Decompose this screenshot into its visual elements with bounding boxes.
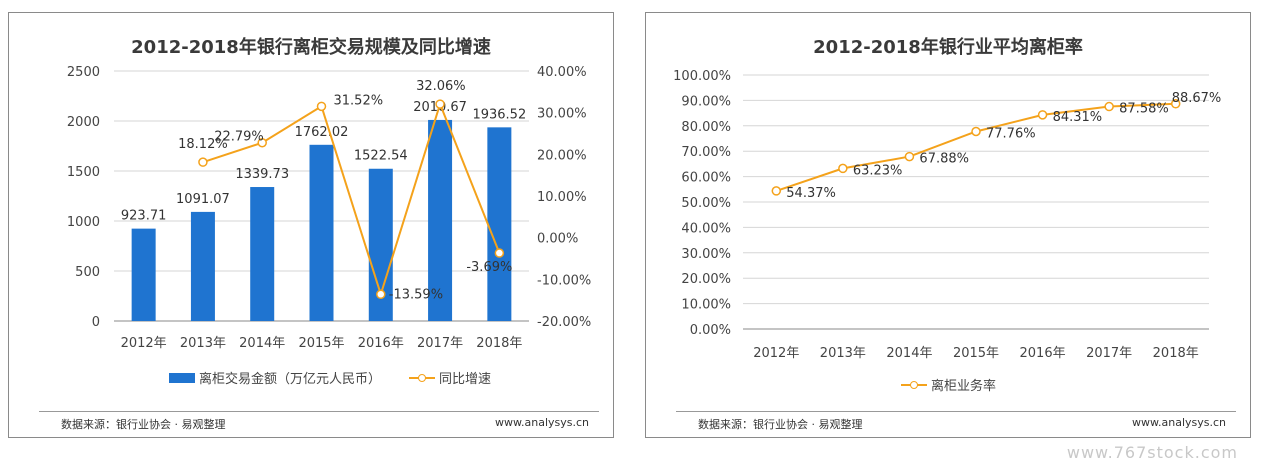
site-url: www.analysys.cn xyxy=(495,416,589,429)
rate-value-label: 84.31% xyxy=(1053,110,1103,125)
x-tick-label: 2017年 xyxy=(417,336,463,351)
rate-line xyxy=(775,102,1176,192)
bar-value-label: 1762.02 xyxy=(295,125,349,140)
growth-value-label: 31.52% xyxy=(334,93,384,108)
line-chart: 0.00% 10.00% 20.00% 30.00% 40.00% 50.00% 60.00… xyxy=(673,69,1222,361)
site-url: www.analysys.cn xyxy=(1132,416,1226,429)
y-right-tick-label: 0.00% xyxy=(537,232,578,247)
chart-panel-right: 2012-2018年银行业平均离柜率 0.00% 10.00% 20.00% 30.0… xyxy=(645,12,1251,438)
bar-value-label: 1936.52 xyxy=(472,107,526,122)
bar xyxy=(428,119,453,321)
footer-divider xyxy=(676,411,1236,412)
x-tick-label: 2015年 xyxy=(953,346,999,361)
y-tick-label: 40.00% xyxy=(681,221,731,236)
growth-value-label: 18.12% xyxy=(178,137,228,152)
bar-value-label: 1339.73 xyxy=(235,167,289,182)
rate-value-label: 54.37% xyxy=(786,186,836,201)
y-left-tick-label: 2000 xyxy=(67,115,100,130)
rate-value-label: 87.58% xyxy=(1119,102,1169,117)
source-note: 数据来源：银行业协会 · 易观整理 xyxy=(61,418,226,431)
y-tick-label: 20.00% xyxy=(681,272,731,287)
chart-panel-left: 2012-2018年银行离柜交易规模及同比增速 0 500 1000 1500 2000… xyxy=(8,12,614,438)
growth-point xyxy=(435,99,445,109)
rate-value-label: 88.67% xyxy=(1172,91,1222,106)
bar-value-label: 923.71 xyxy=(121,209,167,224)
x-tick-label: 2012年 xyxy=(121,336,167,351)
rate-point xyxy=(1170,99,1181,109)
bar xyxy=(487,127,512,322)
legend-label-rate: 离柜业务率 xyxy=(931,379,997,394)
growth-point xyxy=(376,289,386,300)
bar xyxy=(250,187,275,321)
rate-point xyxy=(1037,110,1048,120)
y-right-tick-label: 20.00% xyxy=(537,148,587,163)
y-tick-label: 30.00% xyxy=(681,247,731,262)
x-tick-label: 2012年 xyxy=(753,346,799,361)
y-left-tick-label: 0 xyxy=(92,315,100,330)
legend-label-growth: 同比增速 xyxy=(439,372,492,387)
growth-value-label: -13.59% xyxy=(389,287,443,302)
growth-value-label: -3.69% xyxy=(466,260,512,275)
x-tick-label: 2017年 xyxy=(1086,346,1132,361)
legend-line-swatch xyxy=(409,373,436,383)
legend-bar-swatch xyxy=(169,372,195,383)
y-tick-label: 90.00% xyxy=(681,94,731,109)
x-tick-label: 2018年 xyxy=(476,336,522,351)
x-tick-label: 2016年 xyxy=(1020,346,1066,361)
y-left-tick-label: 1000 xyxy=(67,215,100,230)
rate-point xyxy=(771,186,782,196)
x-tick-label: 2014年 xyxy=(239,336,285,351)
y-right-tick-label: -10.00% xyxy=(537,273,591,288)
x-tick-label: 2016年 xyxy=(358,336,404,351)
y-tick-label: 80.00% xyxy=(681,120,731,135)
bar xyxy=(309,144,334,321)
bar xyxy=(190,211,215,321)
growth-value-label: 22.79% xyxy=(214,130,264,145)
y-right-tick-label: -20.00% xyxy=(537,315,591,330)
rate-value-label: 63.23% xyxy=(853,163,903,178)
y-tick-label: 50.00% xyxy=(681,196,731,211)
rate-point xyxy=(838,163,848,174)
x-tick-label: 2013年 xyxy=(820,346,866,361)
legend-line-swatch xyxy=(901,380,927,390)
watermark-text: www.767stock.com xyxy=(1066,443,1238,462)
growth-point xyxy=(198,157,208,167)
y-tick-label: 0.00% xyxy=(690,323,731,338)
growth-line xyxy=(202,101,501,298)
bar-value-label: 1091.07 xyxy=(176,192,230,207)
growth-value-label: 32.06% xyxy=(416,79,466,94)
y-left-tick-label: 2500 xyxy=(67,65,100,80)
chart-title: 2012-2018年银行业平均离柜率 xyxy=(813,37,1083,58)
y-tick-label: 60.00% xyxy=(681,171,731,186)
bar-line-chart: 0 500 1000 1500 2000 2500 -20.00% -10.00% 0.00% 1… xyxy=(67,65,591,351)
bar-value-label: 1522.54 xyxy=(354,149,408,164)
x-tick-label: 2014年 xyxy=(886,346,932,361)
y-tick-label: 100.00% xyxy=(673,69,731,84)
y-left-tick-label: 500 xyxy=(75,265,100,280)
rate-point xyxy=(904,151,915,162)
growth-point xyxy=(316,101,327,112)
rate-point xyxy=(1104,101,1114,112)
x-tick-label: 2018年 xyxy=(1153,346,1199,361)
legend-label-amount: 离柜交易金额（万亿元人民币） xyxy=(199,372,382,387)
growth-point xyxy=(494,248,505,258)
chart-legend: 离柜交易金额（万亿元人民币） 同比增速 xyxy=(169,368,491,387)
y-tick-label: 70.00% xyxy=(681,145,731,160)
rate-value-label: 77.76% xyxy=(986,126,1036,141)
rate-value-label: 67.88% xyxy=(919,152,969,167)
chart-title: 2012-2018年银行离柜交易规模及同比增速 xyxy=(131,37,491,58)
y-left-tick-label: 1500 xyxy=(67,165,100,180)
y-right-tick-label: 30.00% xyxy=(537,107,587,122)
chart-legend: 离柜业务率 xyxy=(901,375,996,394)
x-tick-label: 2015年 xyxy=(298,336,344,351)
footer-divider xyxy=(39,411,599,412)
growth-point xyxy=(257,137,267,148)
x-tick-label: 2013年 xyxy=(180,336,226,351)
y-right-tick-label: 10.00% xyxy=(537,190,587,205)
rate-point xyxy=(971,126,981,137)
y-right-tick-label: 40.00% xyxy=(537,65,587,80)
y-tick-label: 10.00% xyxy=(681,298,731,313)
source-note: 数据来源：银行业协会 · 易观整理 xyxy=(698,418,863,431)
bar xyxy=(131,228,156,321)
